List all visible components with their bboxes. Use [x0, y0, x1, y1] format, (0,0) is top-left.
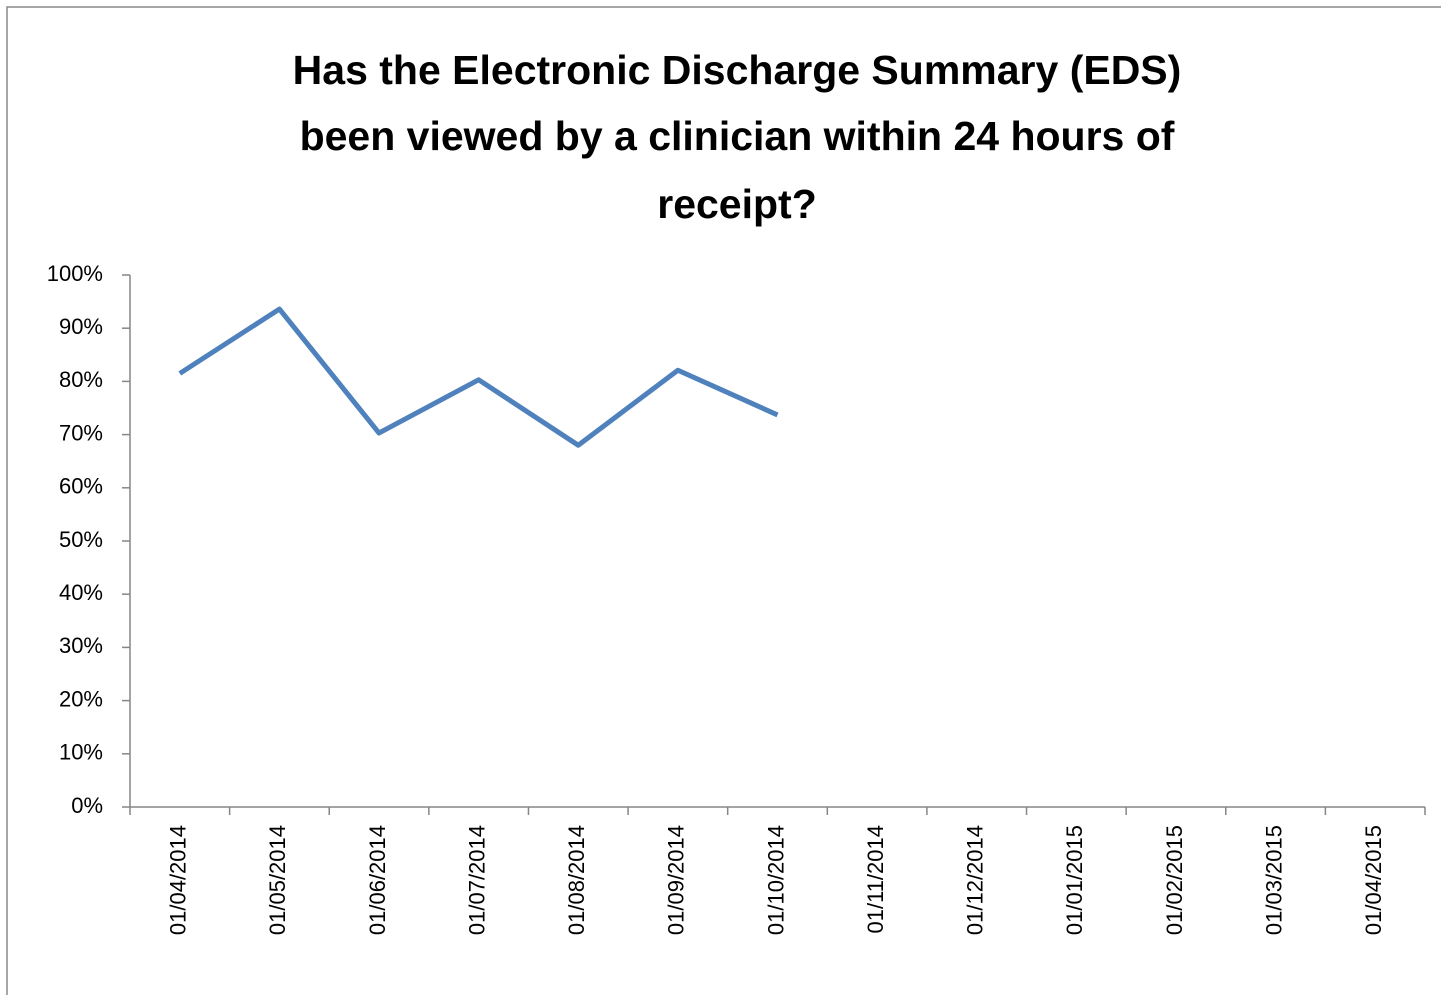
x-tick-label: 01/10/2014: [763, 825, 788, 935]
y-tick-label: 70%: [59, 420, 103, 445]
x-tick-label: 01/05/2014: [265, 825, 290, 935]
x-tick-label: 01/07/2014: [464, 825, 489, 935]
y-tick-label: 0%: [71, 793, 103, 818]
y-tick-label: 20%: [59, 686, 103, 711]
y-tick-label: 80%: [59, 367, 103, 392]
x-tick-label: 01/06/2014: [365, 825, 390, 935]
y-tick-label: 60%: [59, 474, 103, 499]
x-tick-label: 01/04/2014: [166, 825, 191, 935]
x-tick-label: 01/11/2014: [863, 825, 888, 933]
y-tick-label: 90%: [59, 314, 103, 339]
x-tick-label: 01/01/2015: [1062, 825, 1087, 935]
y-tick-label: 30%: [59, 633, 103, 658]
chart-title: receipt?: [657, 181, 817, 227]
x-tick-label: 01/04/2015: [1361, 825, 1386, 935]
x-tick-label: 01/03/2015: [1261, 825, 1286, 935]
y-tick-label: 100%: [47, 261, 103, 286]
y-tick-label: 50%: [59, 527, 103, 552]
line: [178, 306, 779, 448]
chart-border: [6, 6, 1441, 995]
x-tick-label: 01/12/2014: [963, 825, 988, 935]
chart-title: Has the Electronic Discharge Summary (ED…: [293, 47, 1182, 93]
y-tick-label: 40%: [59, 580, 103, 605]
y-tick-label: 10%: [59, 740, 103, 765]
x-tick-label: 01/02/2015: [1162, 825, 1187, 935]
x-tick-label: 01/09/2014: [664, 825, 689, 935]
x-tick-label: 01/08/2014: [564, 825, 589, 935]
chart-title: been viewed by a clinician within 24 hou…: [300, 113, 1175, 159]
